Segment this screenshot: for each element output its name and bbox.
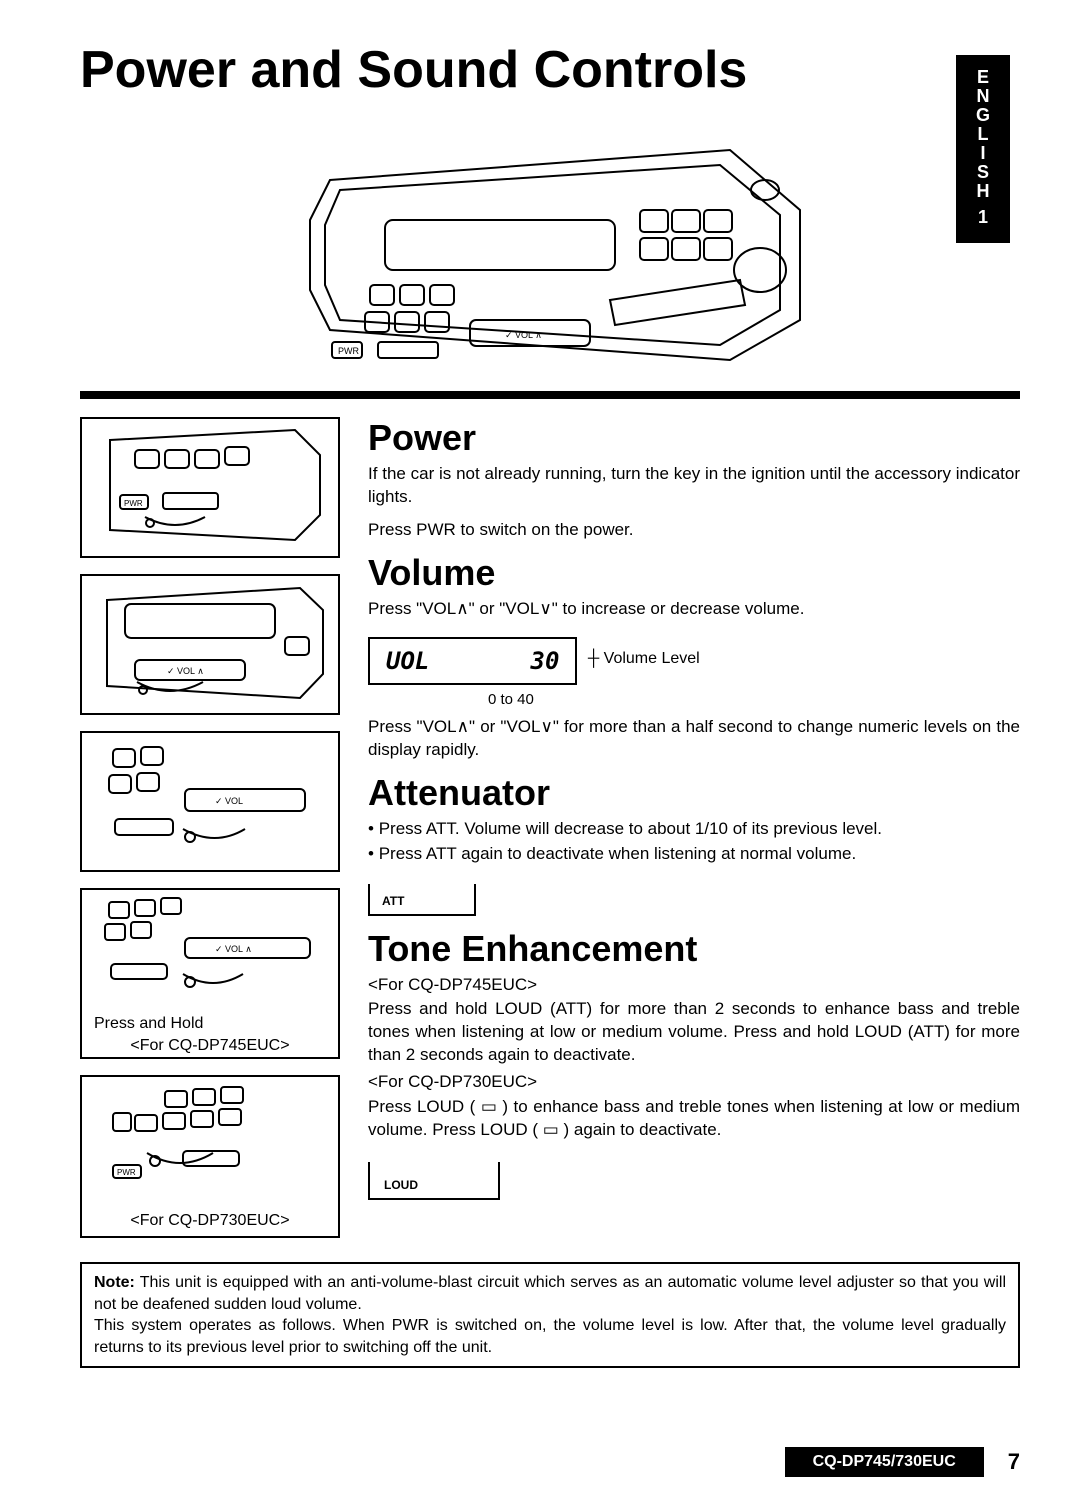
page-title: Power and Sound Controls bbox=[80, 40, 1020, 100]
svg-text:✓ VOL: ✓ VOL bbox=[215, 796, 243, 806]
panel-caption-top: Press and Hold bbox=[94, 1015, 332, 1033]
footer: CQ-DP745/730EUC 7 bbox=[785, 1447, 1020, 1477]
note-label: Note: bbox=[94, 1274, 135, 1291]
tab-letter: N bbox=[956, 87, 1010, 105]
tab-letter: L bbox=[956, 125, 1010, 143]
svg-text:✓ VOL ∧: ✓ VOL ∧ bbox=[215, 944, 252, 954]
language-tab: E N G L I S H 1 bbox=[956, 55, 1010, 243]
text: If the car is not already running, turn … bbox=[368, 463, 1020, 509]
tab-letter: H bbox=[956, 182, 1010, 200]
panel-volume-1: ✓ VOL ∧ bbox=[80, 574, 340, 715]
svg-text:PWR: PWR bbox=[124, 499, 143, 508]
page-number: 7 bbox=[1008, 1449, 1020, 1475]
text: Press PWR to switch on the power. bbox=[368, 519, 1020, 542]
divider bbox=[80, 391, 1020, 399]
display-left: UOL bbox=[386, 647, 429, 675]
left-column: PWR ✓ VOL ∧ ✓ VOL bbox=[80, 417, 340, 1254]
hero-diagram: ✓ VOL ∧ PWR bbox=[80, 120, 1020, 385]
svg-text:PWR: PWR bbox=[117, 1168, 136, 1177]
tab-letter: S bbox=[956, 163, 1010, 181]
note-box: Note: This unit is equipped with an anti… bbox=[80, 1262, 1020, 1368]
loud-box: LOUD bbox=[368, 1162, 500, 1200]
text: Press "VOL∧" or "VOL∨" to increase or de… bbox=[368, 598, 1020, 621]
tab-letter: E bbox=[956, 68, 1010, 86]
panel-power: PWR bbox=[80, 417, 340, 558]
bullet: Press ATT. Volume will decrease to about… bbox=[368, 818, 1020, 841]
tab-letter: G bbox=[956, 106, 1010, 124]
text: Press LOUD ( ▭ ) to enhance bass and tre… bbox=[368, 1096, 1020, 1142]
panel-volume-2: ✓ VOL bbox=[80, 731, 340, 872]
heading-tone: Tone Enhancement bbox=[368, 928, 1020, 970]
right-column: Power If the car is not already running,… bbox=[368, 417, 1020, 1254]
sub: <For CQ-DP730EUC> bbox=[368, 1071, 1020, 1094]
heading-power: Power bbox=[368, 417, 1020, 459]
text: Press and hold LOUD (ATT) for more than … bbox=[368, 998, 1020, 1067]
svg-text:PWR: PWR bbox=[338, 346, 359, 356]
display-right: 30 bbox=[531, 647, 560, 675]
svg-text:✓ VOL ∧: ✓ VOL ∧ bbox=[505, 330, 542, 340]
display-box: UOL 30 bbox=[368, 637, 577, 685]
sub: <For CQ-DP745EUC> bbox=[368, 974, 1020, 997]
note-text: This unit is equipped with an anti-volum… bbox=[94, 1274, 1006, 1313]
panel-tone-745: ✓ VOL ∧ Press and Hold <For CQ-DP745EUC> bbox=[80, 888, 340, 1059]
bullet: Press ATT again to deactivate when liste… bbox=[368, 843, 1020, 866]
display-label: ┼ Volume Level bbox=[588, 650, 700, 668]
panel-tone-730: PWR <For CQ-DP730EUC> bbox=[80, 1075, 340, 1238]
tab-number: 1 bbox=[956, 208, 1010, 226]
svg-text:✓ VOL ∧: ✓ VOL ∧ bbox=[167, 666, 204, 676]
panel-caption: <For CQ-DP745EUC> bbox=[88, 1037, 332, 1055]
note-text: This system operates as follows. When PW… bbox=[94, 1317, 1006, 1356]
text: Press "VOL∧" or "VOL∨" for more than a h… bbox=[368, 716, 1020, 762]
display-under: 0 to 40 bbox=[488, 691, 1020, 708]
panel-caption: <For CQ-DP730EUC> bbox=[88, 1212, 332, 1230]
att-box: ATT bbox=[368, 884, 476, 916]
heading-volume: Volume bbox=[368, 552, 1020, 594]
footer-model: CQ-DP745/730EUC bbox=[785, 1447, 984, 1477]
heading-attenuator: Attenuator bbox=[368, 772, 1020, 814]
tab-letter: I bbox=[956, 144, 1010, 162]
